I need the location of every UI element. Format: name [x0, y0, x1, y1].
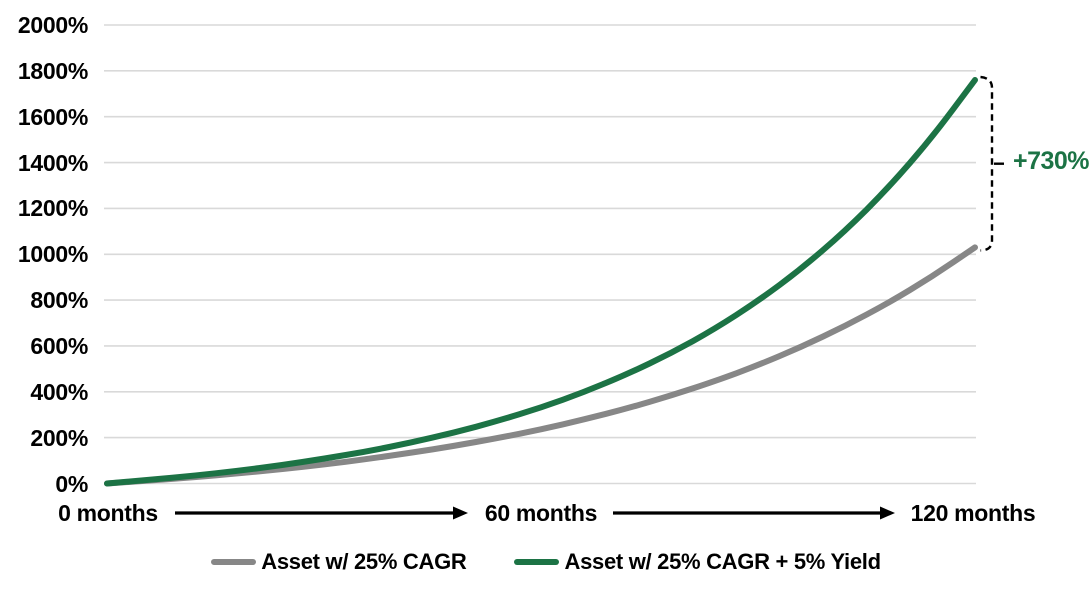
y-tick-label: 1600%	[17, 103, 88, 130]
series-line-cagr	[104, 244, 978, 487]
y-tick-label: 2000%	[17, 12, 88, 38]
arrowhead-icon	[880, 506, 895, 520]
y-tick-label: 1400%	[17, 149, 88, 176]
y-tick-label: 1200%	[17, 195, 88, 222]
y-tick-label: 1800%	[17, 57, 88, 84]
y-tick-label: 1000%	[17, 241, 88, 268]
x-axis-label: 60 months	[484, 500, 598, 526]
legend-item-cagr: Asset w/ 25% CAGR	[211, 549, 467, 575]
x-axis-label: 120 months	[910, 500, 1036, 526]
legend: Asset w/ 25% CAGR Asset w/ 25% CAGR + 5%…	[0, 549, 1092, 575]
difference-bracket	[980, 75, 994, 252]
legend-label: Asset w/ 25% CAGR + 5% Yield	[564, 549, 881, 574]
y-tick-label: 200%	[30, 424, 88, 451]
y-tick-label: 600%	[30, 332, 88, 359]
y-tick-label: 800%	[30, 287, 88, 314]
difference-annotation: +730%	[1013, 147, 1090, 175]
legend-line-swatch-green	[514, 559, 560, 565]
arrowhead-icon	[453, 506, 468, 520]
legend-item-cagr-plus-yield: Asset w/ 25% CAGR + 5% Yield	[514, 549, 881, 575]
series-line-cagr-plus-yield	[104, 77, 978, 487]
y-tick-label: 400%	[30, 378, 88, 405]
y-tick-label: 0%	[55, 470, 88, 497]
legend-label: Asset w/ 25% CAGR	[261, 549, 467, 574]
legend-line-swatch-gray	[211, 559, 257, 565]
x-axis-label: 0 months	[58, 500, 158, 526]
